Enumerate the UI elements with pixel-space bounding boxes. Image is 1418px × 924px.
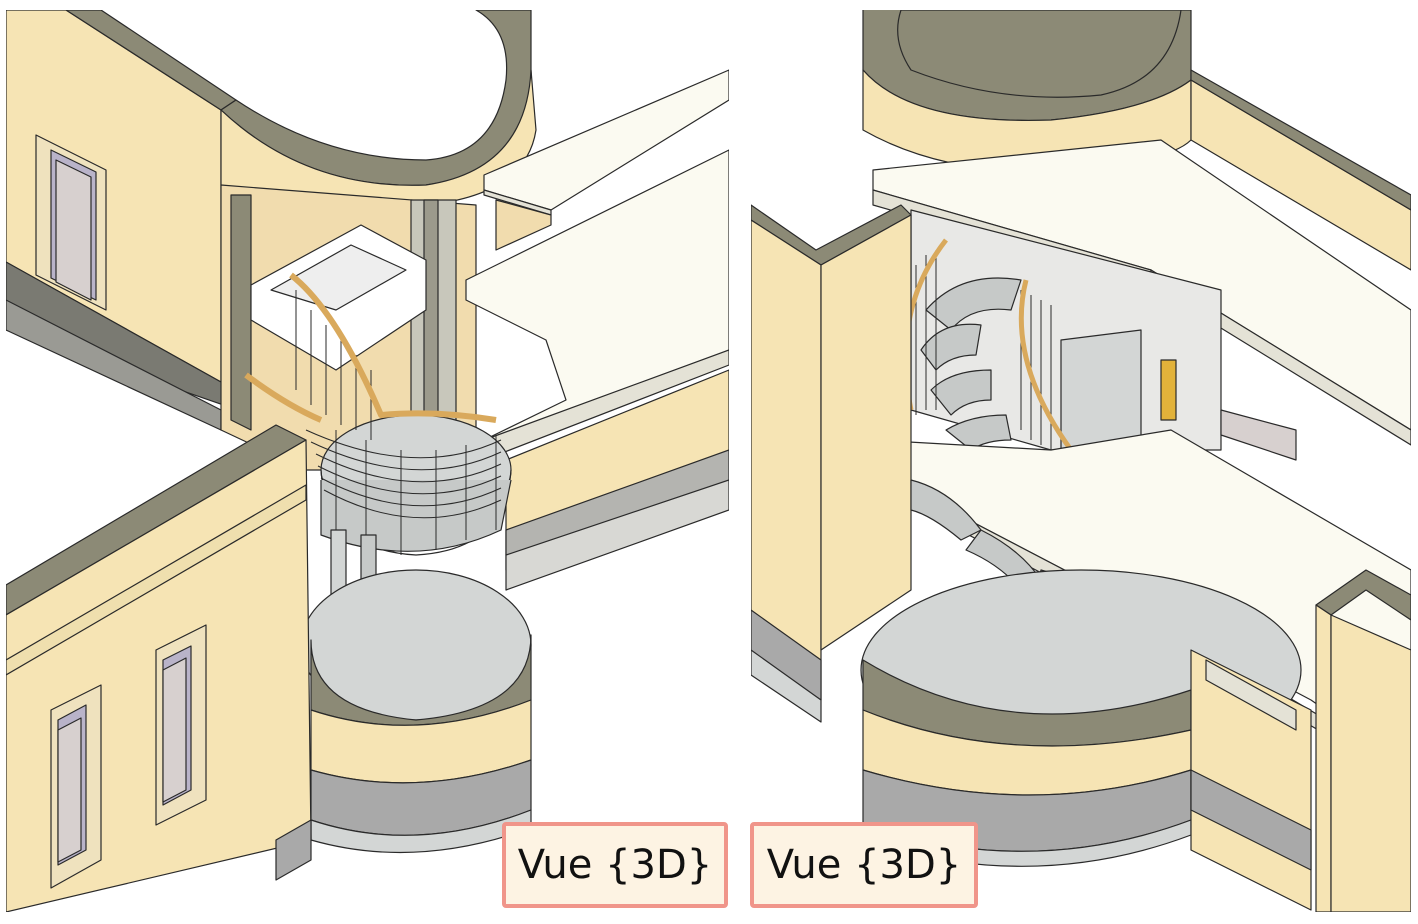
left-3d-view [6, 10, 729, 912]
left-building-drawing [6, 10, 729, 912]
left-front-windows [50, 624, 207, 889]
view-label-left: Vue {3D} [502, 822, 728, 908]
left-upper-slab [483, 69, 729, 211]
left-stair-railing [295, 290, 502, 555]
right-3d-view [751, 10, 1411, 912]
left-right-lower-wall [505, 369, 729, 556]
left-handrail [289, 272, 497, 423]
right-handrail-inner [1018, 279, 1074, 452]
right-building-drawing [751, 10, 1411, 912]
view-label-right: Vue {3D} [750, 822, 978, 908]
